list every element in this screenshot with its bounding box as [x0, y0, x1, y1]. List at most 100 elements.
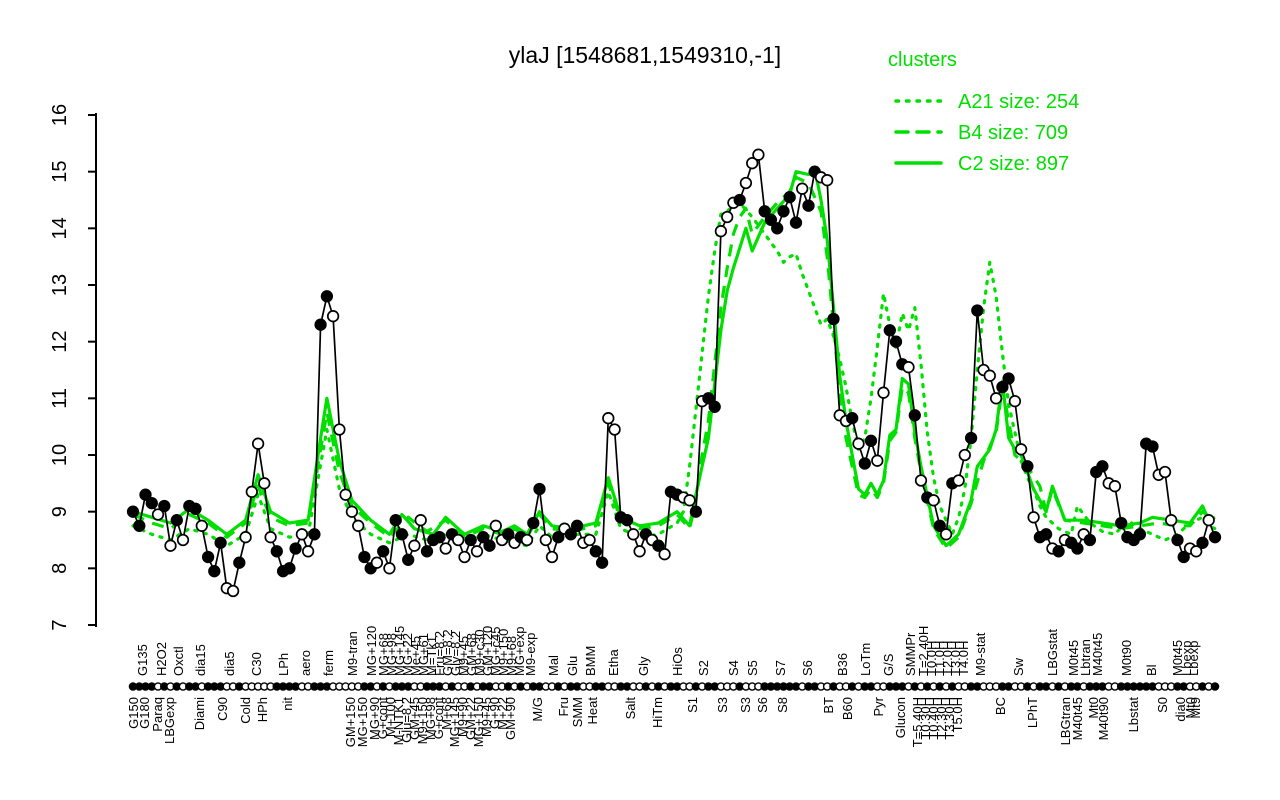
- data-point: [771, 222, 784, 235]
- data-point: [464, 533, 477, 547]
- legend-label-b4: B4 size: 709: [958, 122, 1068, 144]
- x-label-bottom: G150: [126, 697, 141, 729]
- x-label-top: M0t90: [1119, 640, 1134, 676]
- data-point: [1083, 533, 1097, 547]
- data-point: [339, 488, 352, 501]
- x-label-top: M9+68: [504, 636, 519, 676]
- x-label-top: S4: [726, 660, 741, 676]
- data-point: [1165, 514, 1178, 527]
- x-label-top: M9-stat: [973, 632, 988, 676]
- data-point: [420, 545, 434, 558]
- x-label-top: Bl: [1144, 664, 1159, 676]
- y-tick-label: 11: [49, 388, 71, 409]
- x-label-top: Glu: [565, 656, 580, 676]
- y-axis: 7 8 9 10 11 12 13 14 15 16: [49, 104, 97, 631]
- x-label-top: dia15: [193, 644, 208, 676]
- data-point: [139, 488, 152, 501]
- y-tick-label: 8: [49, 563, 71, 574]
- x-label-top: M40t45: [1090, 633, 1105, 676]
- data-point: [289, 542, 302, 555]
- data-point: [602, 412, 615, 425]
- legend-title: clusters: [888, 49, 957, 71]
- x-label-top: M9+150: [496, 629, 511, 676]
- data-point: [746, 157, 759, 170]
- x-label-top: Mal: [546, 655, 561, 676]
- data-point: [414, 514, 427, 527]
- data-point: [439, 542, 452, 555]
- x-label-top: M9+c30: [472, 629, 487, 676]
- data-point: [952, 474, 965, 487]
- data-point: [145, 497, 158, 510]
- x-label-top: C30: [249, 652, 264, 676]
- data-point: [158, 499, 171, 513]
- data-point: [996, 380, 1009, 394]
- data-point: [764, 213, 778, 226]
- data-point: [689, 505, 703, 518]
- x-label-bottom: M+100: [383, 697, 398, 737]
- x-axis-dot: [1210, 682, 1220, 691]
- data-point: [251, 437, 265, 450]
- data-point: [264, 531, 277, 544]
- x-label-top: Gly: [636, 656, 651, 676]
- x-label-bottom: M+68: [439, 697, 454, 730]
- data-point: [877, 386, 890, 399]
- x-label-bottom: M+22: [495, 697, 510, 730]
- x-label-top: MG+120: [364, 626, 379, 676]
- y-tick-label: 15: [49, 161, 71, 183]
- data-point: [1115, 516, 1128, 530]
- x-label-bottom: GM+45: [407, 697, 422, 740]
- data-point: [402, 553, 415, 566]
- y-tick-label: 9: [49, 506, 71, 517]
- data-point: [927, 494, 940, 507]
- data-point: [1014, 443, 1028, 456]
- y-tick-label: 14: [49, 217, 71, 239]
- x-label-top: MG+61: [416, 633, 431, 676]
- x-label-top: Me+45: [408, 636, 423, 676]
- data-point: [652, 539, 665, 552]
- x-label-bottom: M9+150: [415, 697, 430, 744]
- data-point: [208, 565, 221, 578]
- x-label-bottom: Mt0: [1086, 697, 1101, 719]
- x-label-top: GM=8.2: [440, 629, 455, 676]
- data-point: [433, 531, 446, 544]
- x-label-bottom: HiTm: [650, 697, 665, 728]
- x-label-bottom: Diami: [192, 697, 207, 730]
- data-point: [233, 556, 246, 569]
- cluster-line-C2: [132, 167, 1216, 548]
- x-label-top: LBGstat: [1045, 629, 1060, 676]
- data-point: [352, 519, 365, 532]
- data-point: [658, 548, 671, 561]
- x-label-bottom: G+cont: [431, 697, 446, 740]
- data-point: [458, 550, 471, 564]
- data-point: [326, 310, 340, 323]
- x-label-bottom: B60: [840, 697, 855, 720]
- x-label-top: LoTm: [858, 643, 873, 676]
- y-tick-label: 7: [49, 619, 71, 630]
- data-point: [502, 528, 515, 541]
- data-point: [483, 539, 496, 552]
- data-point: [758, 205, 771, 218]
- x-label-bottom: MG+150: [355, 697, 370, 747]
- data-point: [489, 519, 502, 532]
- x-label-top: T2.0H: [940, 641, 955, 676]
- data-point: [358, 550, 371, 564]
- data-point: [902, 361, 915, 374]
- data-point: [477, 531, 490, 544]
- x-label-top: Sw: [1011, 657, 1026, 676]
- x-label-bottom: M9+45: [479, 697, 494, 737]
- page-title: ylaJ [1548681,1549310,-1]: [509, 42, 781, 68]
- x-label-top: S6: [800, 660, 815, 676]
- x-label-top: M=Tk1: [424, 636, 439, 676]
- x-label-bottom: Mt9: [1188, 697, 1203, 719]
- data-point: [714, 225, 728, 238]
- x-label-bottom: Glucon: [893, 697, 908, 738]
- data-point: [983, 369, 996, 382]
- legend-label-a21: A21 size: 254: [958, 91, 1079, 113]
- data-point: [989, 392, 1003, 405]
- data-point: [1146, 440, 1159, 453]
- data-point: [283, 562, 296, 575]
- x-label-top: Fru=8.2: [432, 631, 447, 676]
- data-point: [789, 216, 803, 229]
- x-label-bottom: Cold: [238, 697, 253, 724]
- data-point: [570, 519, 584, 532]
